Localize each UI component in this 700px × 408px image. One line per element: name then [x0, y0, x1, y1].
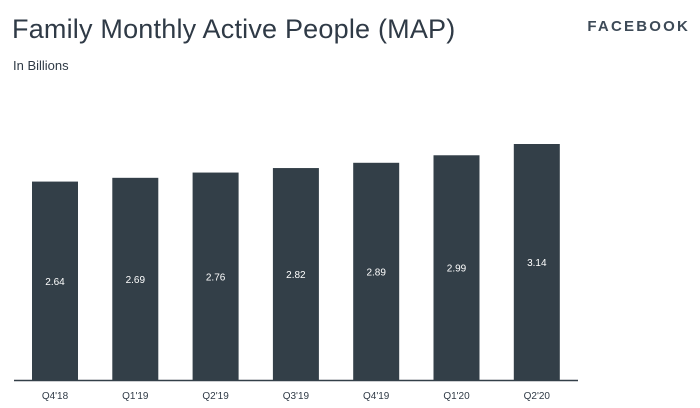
bar-value-label-2: 2.76 [206, 272, 226, 283]
bar-6 [513, 144, 560, 380]
x-tick-label-5: Q1'20 [443, 391, 470, 402]
bar-value-label-0: 2.64 [45, 277, 65, 288]
bar-value-label-4: 2.89 [366, 267, 386, 278]
bar-value-label-1: 2.69 [126, 275, 146, 286]
chart-subtitle: In Billions [13, 58, 69, 73]
bar-2 [192, 172, 239, 380]
chart-title: Family Monthly Active People (MAP) [12, 14, 456, 44]
bar-5 [433, 155, 480, 380]
x-tick-label-2: Q2'19 [202, 391, 229, 402]
bar-value-label-6: 3.14 [527, 258, 547, 269]
x-tick-label-3: Q3'19 [283, 391, 310, 402]
bar-3 [272, 168, 319, 380]
x-tick-label-4: Q4'19 [363, 391, 390, 402]
x-tick-label-1: Q1'19 [122, 391, 149, 402]
brand-logo: FACEBOOK [587, 18, 690, 35]
x-tick-label-0: Q4'18 [42, 391, 69, 402]
bar-0 [32, 181, 78, 380]
x-tick-label-6: Q2'20 [524, 391, 551, 402]
bar-value-label-5: 2.99 [447, 264, 467, 275]
bar-value-label-3: 2.82 [286, 270, 306, 281]
bar-4 [353, 162, 400, 380]
bar-1 [112, 177, 159, 380]
